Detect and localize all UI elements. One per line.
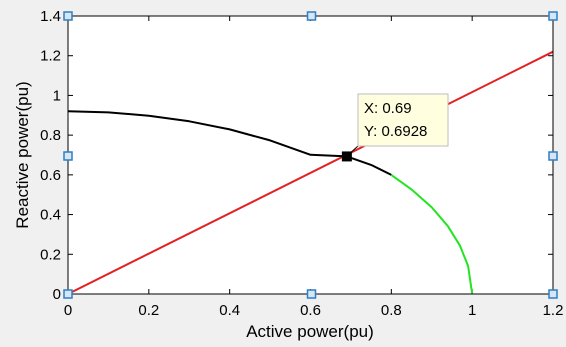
x-tick-label: 0.6 <box>300 302 321 319</box>
resize-handle[interactable] <box>548 11 558 21</box>
x-tick-label: 0 <box>64 302 72 319</box>
x-axis-label: Active power(pu) <box>246 322 374 341</box>
datatip-box[interactable]: X: 0.69 Y: 0.6928 <box>357 93 449 147</box>
y-axis-label: Reactive power(pu) <box>13 81 32 228</box>
datatip-marker[interactable] <box>341 151 352 162</box>
y-tick-label: 0.2 <box>40 246 61 263</box>
y-tick-label: 1.4 <box>40 8 61 25</box>
series-line-black <box>67 110 392 176</box>
y-tick-label: 0.8 <box>40 127 61 144</box>
series-line-green <box>390 174 474 295</box>
y-tick-label: 1 <box>53 87 61 104</box>
y-tick-labels: 0 0.2 0.4 0.6 0.8 1 1.2 1.4 <box>40 8 61 303</box>
datatip-x-label: X: 0.69 <box>364 100 412 117</box>
resize-handle[interactable] <box>548 151 558 161</box>
x-tick-labels: 0 0.2 0.4 0.6 0.8 1 1.2 <box>64 302 564 319</box>
y-tick-label: 0 <box>53 286 61 303</box>
resize-handle[interactable] <box>63 289 73 299</box>
selection-handles <box>63 11 558 299</box>
datatip-y-label: Y: 0.6928 <box>364 123 427 140</box>
resize-handle[interactable] <box>306 11 317 21</box>
resize-handle[interactable] <box>63 11 73 21</box>
series-layer <box>67 50 554 295</box>
series-line-red <box>67 50 554 295</box>
x-tick-label: 1 <box>468 302 476 319</box>
x-tick-label: 1.2 <box>543 302 564 319</box>
x-tick-label: 0.4 <box>219 302 240 319</box>
y-tick-label: 0.4 <box>40 207 61 224</box>
y-tick-label: 1.2 <box>40 48 61 65</box>
resize-handle[interactable] <box>306 289 317 299</box>
resize-handle[interactable] <box>548 289 558 299</box>
datatip-background <box>357 93 449 147</box>
datatip-leader <box>349 145 359 154</box>
resize-handle[interactable] <box>63 151 73 161</box>
x-tick-label: 0.2 <box>138 302 159 319</box>
x-tick-label: 0.8 <box>381 302 402 319</box>
y-tick-label: 0.6 <box>40 167 61 184</box>
